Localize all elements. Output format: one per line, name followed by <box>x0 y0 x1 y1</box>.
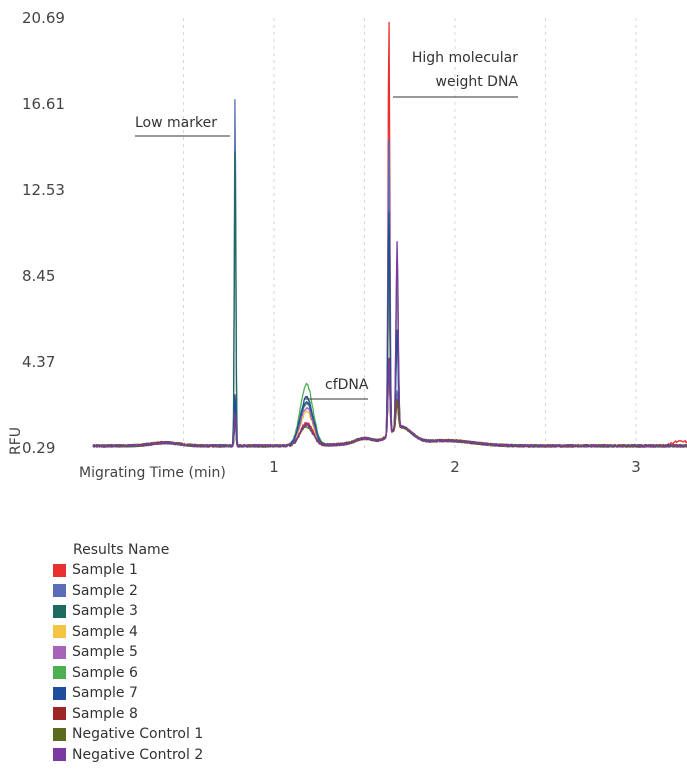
legend-items: Sample 1 Sample 2 Sample 3 Sample 4 Sample 5… <box>53 560 203 765</box>
legend-swatch <box>53 604 66 618</box>
legend-item[interactable]: Sample 7 <box>53 683 203 704</box>
legend-swatch <box>53 645 66 659</box>
legend-item[interactable]: Sample 8 <box>53 704 203 725</box>
x-tick-label: 1 <box>269 458 279 476</box>
legend-label: Sample 5 <box>72 644 138 661</box>
legend-label: Sample 7 <box>72 685 138 702</box>
legend-item[interactable]: Sample 3 <box>53 601 203 622</box>
legend-item[interactable]: Negative Control 1 <box>53 724 203 745</box>
y-axis-ticks: 0.29 4.37 8.45 12.53 16.61 20.69 <box>22 9 65 457</box>
annotation-hmw-label-line1: High molecular <box>412 50 518 66</box>
legend: Results Name Sample 1 Sample 2 Sample 3 Sam… <box>53 540 203 765</box>
annotation-low-marker: Low marker <box>135 115 230 137</box>
legend-swatch <box>53 707 66 721</box>
legend-item[interactable]: Sample 2 <box>53 581 203 602</box>
legend-label: Sample 4 <box>72 623 138 640</box>
legend-swatch <box>53 727 66 741</box>
legend-label: Negative Control 1 <box>72 726 204 743</box>
legend-swatch <box>53 686 66 700</box>
series-line <box>92 240 687 448</box>
annotation-cfdna: cfDNA <box>304 377 369 400</box>
x-axis-label: Migrating Time (min) <box>79 465 226 481</box>
electropherogram-chart: 0.29 4.37 8.45 12.53 16.61 20.69 1 2 3 RFU Migr… <box>8 9 687 481</box>
legend-swatch <box>53 748 66 762</box>
grid <box>183 18 637 448</box>
legend-item[interactable]: Sample 5 <box>53 642 203 663</box>
y-tick-label: 8.45 <box>22 267 55 285</box>
legend-label: Negative Control 2 <box>72 746 204 763</box>
legend-title: Results Name <box>73 542 170 558</box>
legend-item[interactable]: Sample 6 <box>53 663 203 684</box>
legend-label: Sample 8 <box>72 705 138 722</box>
y-tick-label: 20.69 <box>22 9 65 27</box>
legend-label: Sample 1 <box>72 562 138 579</box>
annotation-hmw-dna: High molecular weight DNA <box>393 50 519 98</box>
annotation-hmw-label-line2: weight DNA <box>436 74 519 90</box>
annotation-low-marker-label: Low marker <box>135 115 217 131</box>
legend-swatch <box>53 563 66 577</box>
legend-label: Sample 2 <box>72 582 138 599</box>
legend-label: Sample 3 <box>72 603 138 620</box>
legend-swatch <box>53 625 66 639</box>
y-tick-label: 12.53 <box>22 181 65 199</box>
legend-item[interactable]: Sample 4 <box>53 622 203 643</box>
legend-item[interactable]: Negative Control 2 <box>53 745 203 766</box>
series-layer <box>92 21 687 448</box>
y-tick-label: 16.61 <box>22 95 65 113</box>
legend-label: Sample 6 <box>72 664 138 681</box>
y-tick-label: 0.29 <box>22 439 55 457</box>
y-axis-label: RFU <box>8 427 24 455</box>
x-tick-label: 2 <box>450 458 460 476</box>
annotation-cfdna-label: cfDNA <box>325 377 369 393</box>
y-tick-label: 4.37 <box>22 353 55 371</box>
x-tick-label: 3 <box>631 458 641 476</box>
x-axis-ticks: 1 2 3 <box>269 458 641 476</box>
legend-swatch <box>53 584 66 598</box>
legend-item[interactable]: Sample 1 <box>53 560 203 581</box>
legend-swatch <box>53 666 66 680</box>
